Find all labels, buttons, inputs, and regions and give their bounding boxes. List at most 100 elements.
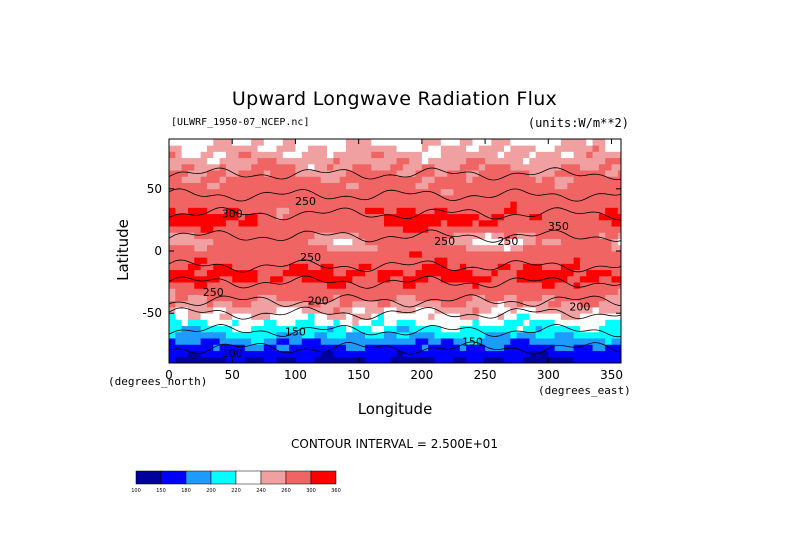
heatmap-cell [187, 139, 195, 146]
heatmap-cell [611, 163, 619, 171]
heatmap-cell [181, 300, 189, 308]
x-tick-label: 350 [600, 368, 623, 382]
heatmap-cell [327, 226, 334, 233]
heatmap-cell [257, 251, 265, 258]
heatmap-cell [206, 325, 214, 333]
heatmap-cell [169, 338, 176, 345]
heatmap-cell [548, 356, 556, 364]
heatmap-cell [560, 182, 568, 190]
contour-line [168, 229, 622, 243]
heatmap-cell [333, 170, 341, 177]
heatmap-cell [567, 188, 574, 196]
heatmap-cell [560, 188, 568, 196]
heatmap-cell [598, 182, 606, 190]
heatmap-cell [244, 213, 252, 221]
heatmap-cell [554, 195, 562, 202]
heatmap-cell [447, 338, 454, 345]
heatmap-cell [573, 188, 581, 196]
heatmap-cell [276, 238, 284, 246]
heatmap-cell [257, 201, 265, 208]
heatmap-cell [383, 182, 391, 190]
heatmap-cell [377, 244, 385, 252]
heatmap-cell [516, 195, 524, 202]
heatmap-cell [504, 201, 511, 208]
heatmap-cell [579, 257, 587, 264]
heatmap-cell [592, 238, 600, 246]
heatmap-cell [478, 195, 486, 202]
heatmap-cell [206, 313, 214, 320]
heatmap-cell [415, 251, 423, 258]
heatmap-cell [200, 338, 208, 345]
heatmap-cell [371, 288, 379, 295]
heatmap-cell [459, 213, 467, 221]
heatmap-cell [409, 145, 416, 152]
heatmap-cell [491, 344, 499, 351]
heatmap-cell [605, 325, 612, 333]
heatmap-cell [491, 313, 499, 320]
heatmap-cell [466, 244, 473, 252]
heatmap-cell [377, 163, 385, 171]
heatmap-cell [497, 139, 505, 146]
heatmap-cell [257, 213, 265, 221]
heatmap-cell [453, 145, 461, 152]
heatmap-cell [364, 163, 372, 171]
heatmap-cell [598, 145, 606, 152]
heatmap-cell [244, 331, 252, 339]
heatmap-cell [308, 282, 315, 289]
heatmap-cell [169, 226, 176, 233]
heatmap-cell [377, 350, 385, 358]
heatmap-cell [251, 356, 258, 364]
heatmap-cell [270, 145, 277, 152]
heatmap-cell [339, 275, 347, 283]
heatmap-cell [440, 182, 448, 190]
heatmap-cell [346, 325, 353, 333]
heatmap-cell [611, 201, 619, 208]
heatmap-cell [187, 313, 195, 320]
heatmap-cell [327, 300, 334, 308]
heatmap-cell [320, 275, 328, 283]
heatmap-cell [358, 331, 366, 339]
heatmap-cell [510, 244, 518, 252]
heatmap-cell [371, 201, 379, 208]
heatmap-cell [440, 201, 448, 208]
heatmap-cell [573, 195, 581, 202]
heatmap-cell [257, 356, 265, 364]
heatmap-cell [301, 176, 309, 183]
heatmap-cell [339, 319, 347, 327]
heatmap-cell [295, 325, 303, 333]
heatmap-cell [529, 282, 537, 289]
heatmap-cell [263, 139, 271, 146]
contour-label: 250 [300, 251, 321, 264]
heatmap-cell [352, 319, 360, 327]
heatmap-cell [282, 282, 290, 289]
heatmap-cell [459, 263, 467, 271]
heatmap-cell [244, 263, 252, 271]
heatmap-cell [371, 238, 379, 246]
heatmap-cell [320, 338, 328, 345]
heatmap-cell [402, 195, 410, 202]
heatmap-cell [510, 331, 518, 339]
heatmap-cell [453, 344, 461, 351]
heatmap-cell [181, 307, 189, 314]
heatmap-cell [617, 356, 622, 364]
heatmap-cell [529, 313, 537, 320]
heatmap-cell [428, 350, 435, 358]
heatmap-cell [200, 195, 208, 202]
heatmap-cell [352, 307, 360, 314]
heatmap-cell [263, 275, 271, 283]
heatmap-cell [364, 356, 372, 364]
heatmap-cell [491, 139, 499, 146]
heatmap-cell [383, 244, 391, 252]
heatmap-cell [346, 350, 353, 358]
heatmap-cell [466, 282, 473, 289]
heatmap-cell [257, 151, 265, 159]
heatmap-cell [567, 269, 574, 277]
heatmap-cell [339, 282, 347, 289]
heatmap-cell [320, 350, 328, 358]
heatmap-cell [611, 319, 619, 327]
heatmap-cell [352, 331, 360, 339]
heatmap-cell [466, 238, 473, 246]
heatmap-cell [466, 139, 473, 146]
heatmap-cell [560, 232, 568, 239]
heatmap-cell [402, 282, 410, 289]
